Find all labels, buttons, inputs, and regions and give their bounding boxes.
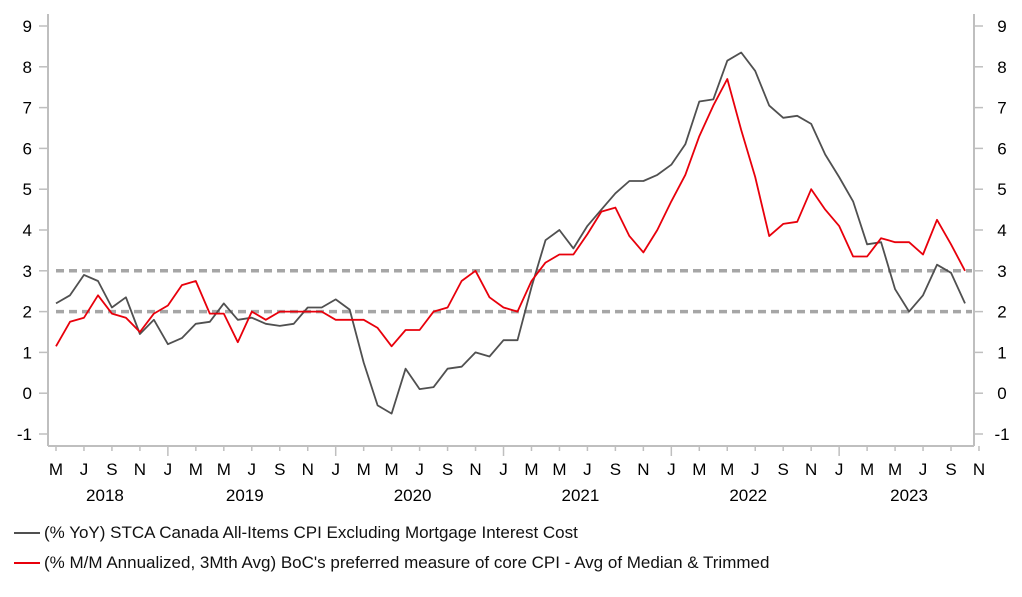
y-tick-label-right: 4: [997, 221, 1006, 240]
x-year-label: 2019: [226, 486, 264, 505]
x-month-label: J: [415, 460, 424, 479]
x-month-label: S: [106, 460, 117, 479]
legend-item-yoy-cpi: (% YoY) STCA Canada All-Items CPI Exclud…: [14, 518, 769, 548]
x-month-label: M: [720, 460, 734, 479]
legend-label: (% M/M Annualized, 3Mth Avg) BoC's prefe…: [44, 553, 770, 572]
y-tick-label-right: 6: [997, 139, 1006, 158]
y-tick-label-left: 0: [23, 384, 32, 403]
y-tick-label-left: 2: [23, 303, 32, 322]
x-month-label: S: [945, 460, 956, 479]
x-year-label: 2022: [729, 486, 767, 505]
x-month-label: M: [692, 460, 706, 479]
y-tick-label-left: 9: [23, 17, 32, 36]
x-month-label: M: [49, 460, 63, 479]
x-month-label: J: [583, 460, 592, 479]
x-month-label: S: [610, 460, 621, 479]
series-lines: [55, 51, 966, 415]
x-month-label: J: [164, 460, 173, 479]
reference-lines: [56, 269, 972, 314]
y-tick-label-right: 3: [997, 262, 1006, 281]
x-month-label: J: [751, 460, 760, 479]
x-month-label: N: [637, 460, 649, 479]
y-tick-label-right: -1: [994, 425, 1009, 444]
x-year-label: 2021: [562, 486, 600, 505]
x-month-label: N: [805, 460, 817, 479]
y-tick-label-left: 3: [23, 262, 32, 281]
x-month-label: S: [778, 460, 789, 479]
legend: (% YoY) STCA Canada All-Items CPI Exclud…: [14, 518, 769, 578]
x-month-label: J: [919, 460, 928, 479]
y-tick-label-left: 7: [23, 99, 32, 118]
x-month-label: J: [248, 460, 257, 479]
x-month-label: M: [860, 460, 874, 479]
y-tick-label-left: 5: [23, 180, 32, 199]
x-month-label: M: [189, 460, 203, 479]
legend-item-core-cpi: (% M/M Annualized, 3Mth Avg) BoC's prefe…: [14, 548, 769, 578]
x-month-label: J: [80, 460, 89, 479]
x-month-label: N: [302, 460, 314, 479]
x-month-label: J: [667, 460, 676, 479]
x-month-label: J: [499, 460, 508, 479]
x-month-label: M: [888, 460, 902, 479]
y-tick-label-left: 1: [23, 343, 32, 362]
right-y-ticks: -1 0 1 2 3 4 5 6 7 8 9: [974, 17, 1010, 444]
y-tick-label-right: 1: [997, 343, 1006, 362]
x-month-label: J: [835, 460, 844, 479]
axes: [47, 14, 975, 447]
x-month-label: M: [385, 460, 399, 479]
left-y-ticks: -1 0 1 2 3 4 5 6 7 8 9: [17, 17, 48, 444]
x-month-label: J: [331, 460, 340, 479]
y-tick-label-left: 4: [23, 221, 32, 240]
y-tick-label-right: 0: [997, 384, 1006, 403]
y-tick-label-right: 8: [997, 58, 1006, 77]
y-tick-label-left: -1: [17, 425, 32, 444]
x-year-label: 2018: [86, 486, 124, 505]
x-month-label: M: [524, 460, 538, 479]
series-line-yoy-cpi: [55, 51, 966, 415]
y-tick-label-right: 2: [997, 303, 1006, 322]
x-year-label: 2023: [890, 486, 928, 505]
legend-swatch-red: [14, 562, 40, 564]
x-month-label: S: [274, 460, 285, 479]
legend-label: (% YoY) STCA Canada All-Items CPI Exclud…: [44, 523, 578, 542]
y-tick-label-right: 5: [997, 180, 1006, 199]
series-line-core-cpi: [55, 78, 966, 348]
y-tick-label-right: 9: [997, 17, 1006, 36]
legend-swatch-gray: [14, 532, 40, 534]
y-tick-label-left: 8: [23, 58, 32, 77]
x-month-label: M: [357, 460, 371, 479]
x-month-label: M: [217, 460, 231, 479]
x-year-label: 2020: [394, 486, 432, 505]
x-month-label: M: [552, 460, 566, 479]
y-tick-label-right: 7: [997, 99, 1006, 118]
x-month-label: N: [973, 460, 985, 479]
x-month-label: S: [442, 460, 453, 479]
x-month-label: N: [134, 460, 146, 479]
y-tick-label-left: 6: [23, 139, 32, 158]
x-month-label: N: [469, 460, 481, 479]
